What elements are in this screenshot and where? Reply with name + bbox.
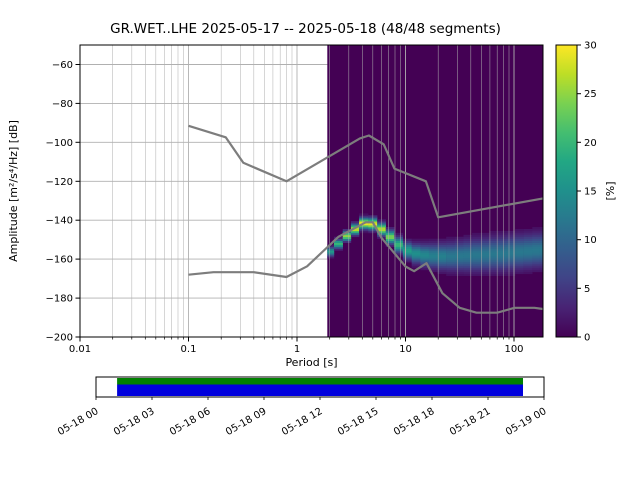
timeline-tick-label: 05-18 15: [336, 406, 380, 438]
timeline-tick-label: 05-18 09: [224, 406, 268, 438]
timeline-tick-label: 05-19 00: [504, 406, 548, 438]
noise-model-low-line: [188, 221, 544, 314]
x-tick-label: 0.1: [181, 344, 197, 355]
timeline-tick-label: 05-18 06: [168, 406, 212, 438]
colorbar-tick-label: 20: [584, 138, 597, 149]
colorbar-tick-label: 15: [584, 187, 597, 198]
timeline-tick-label: 05-18 21: [448, 406, 492, 438]
timeline-tick-label: 05-18 18: [392, 406, 436, 438]
colorbar: 0 5 10 15 20 25 30 [%]: [555, 41, 617, 344]
timeline: 05-18 00 05-18 03 05-18 06 05-18 09 05-18 12…: [56, 376, 549, 438]
y-tick-label: −180: [46, 294, 73, 305]
axes-border: [79, 44, 544, 338]
psd-heatmap: [327, 213, 544, 277]
timeline-tick-label: 05-18 03: [112, 406, 156, 438]
chart-title: GR.WET..LHE 2025-05-17 -- 2025-05-18 (48…: [110, 21, 501, 37]
y-tick-label: −200: [46, 333, 73, 344]
noise-model-high-line: [188, 124, 544, 219]
y-axis: −60 −80 −100 −120 −140 −160 −180 −200 Amplitude …: [7, 60, 80, 344]
y-tick-label: −60: [52, 60, 73, 71]
colorbar-tick-label: 25: [584, 89, 597, 100]
y-axis-label: Amplitude [m²/s⁴/Hz] [dB]: [7, 120, 20, 262]
y-tick-label: −100: [46, 138, 73, 149]
x-axis-label: Period [s]: [285, 356, 337, 369]
colorbar-label: [%]: [604, 181, 617, 200]
colorbar-gradient: [555, 44, 578, 338]
y-tick-label: −160: [46, 255, 73, 266]
x-tick-label: 1: [294, 344, 300, 355]
timeline-tick-label: 05-18 00: [56, 406, 100, 438]
colorbar-tick-label: 10: [584, 235, 597, 246]
colorbar-tick-label: 0: [584, 333, 590, 344]
psd-histogram-background: [327, 45, 543, 337]
x-tick-label: 100: [504, 344, 523, 355]
colorbar-tick-label: 5: [584, 284, 590, 295]
timeline-coverage-green: [117, 378, 523, 385]
y-tick-label: −80: [52, 99, 73, 110]
vertical-gridlines: [112, 45, 515, 337]
y-tick-label: −140: [46, 216, 73, 227]
timeline-tick-label: 05-18 12: [280, 406, 324, 438]
x-tick-label: 0.01: [69, 344, 91, 355]
timeline-coverage-blue: [117, 384, 523, 396]
colorbar-tick-label: 30: [584, 41, 597, 52]
y-tick-label: −120: [46, 177, 73, 188]
x-axis: 0.01 0.1 1 10 100 Period [s]: [69, 337, 524, 369]
x-tick-label: 10: [399, 344, 412, 355]
